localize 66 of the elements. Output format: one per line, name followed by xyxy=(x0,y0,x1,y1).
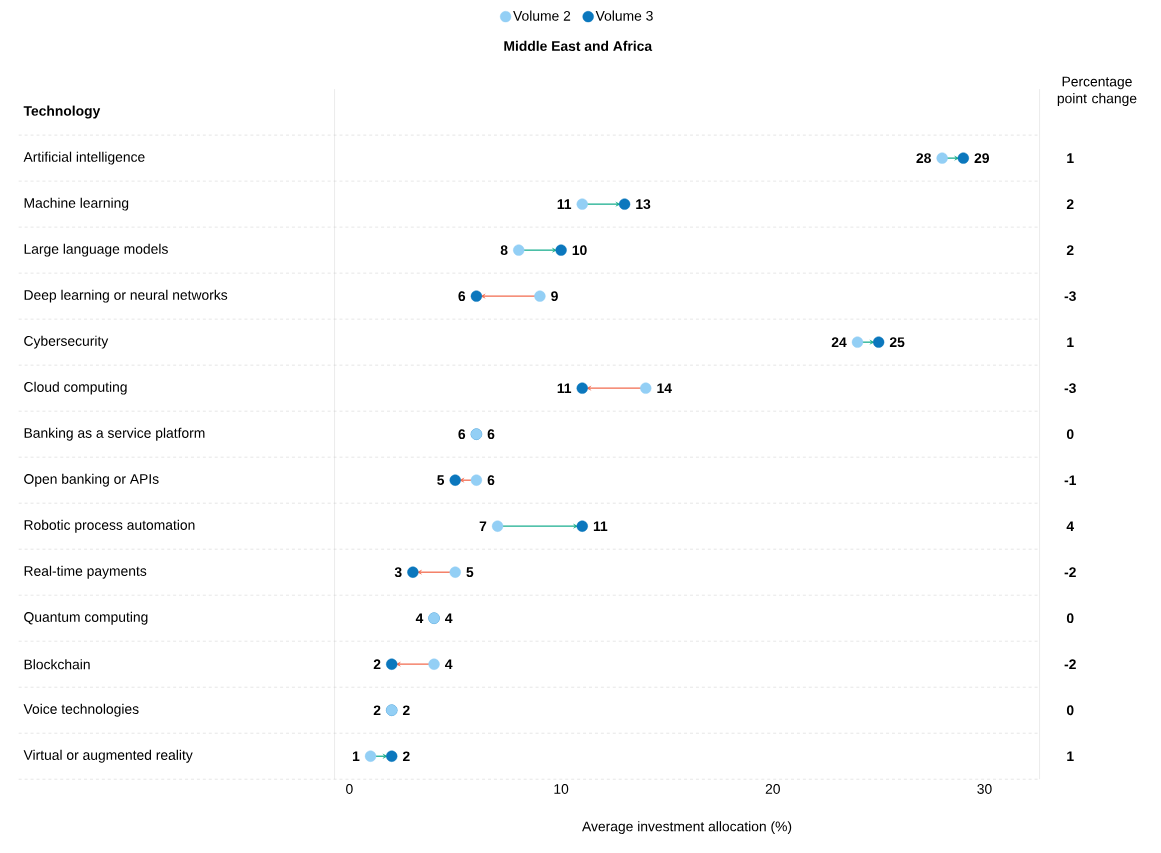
data-label: 1 xyxy=(352,751,360,762)
data-label: 4 xyxy=(445,659,453,670)
data-label: 11 xyxy=(593,521,608,532)
legend-label: Volume 3 xyxy=(595,10,653,22)
text: -2 xyxy=(1064,659,1076,670)
data-label: 13 xyxy=(636,199,651,210)
y-tick-label: Artificial intelligence xyxy=(23,151,145,165)
data-label: 6 xyxy=(458,291,466,302)
text: -3 xyxy=(1064,291,1076,302)
x-tick-label: 30 xyxy=(977,784,992,795)
text: -2 xyxy=(1064,567,1076,578)
legend-label: Volume 2 xyxy=(513,10,571,22)
data-label: 5 xyxy=(466,567,474,578)
text: 1 xyxy=(1067,337,1074,348)
data-label: 5 xyxy=(437,475,445,486)
text: 0 xyxy=(1066,429,1074,440)
data-label: 2 xyxy=(373,705,381,716)
y-tick-label: Quantum computing xyxy=(24,612,148,625)
y-tick-label: Real-time payments xyxy=(24,565,147,579)
text: 1 xyxy=(1067,751,1074,762)
text: 2 xyxy=(1066,199,1074,210)
data-label: 2 xyxy=(402,705,410,716)
text: 0 xyxy=(1066,613,1074,624)
data-label: 6 xyxy=(458,429,466,440)
y-tick-label: Virtual or augmented reality xyxy=(23,750,193,763)
x-tick-label: 0 xyxy=(346,784,353,795)
y-tick-label: Cloud computing xyxy=(24,381,127,395)
data-label: 11 xyxy=(557,199,572,210)
y-tick-label: Blockchain xyxy=(24,659,90,670)
text: -1 xyxy=(1064,475,1077,486)
data-label: 6 xyxy=(487,429,495,440)
data-label: 24 xyxy=(831,337,847,348)
x-axis-title: Average investment allocation (%) xyxy=(582,821,792,835)
data-label: 4 xyxy=(415,613,424,624)
y-axis-title: Technology xyxy=(23,105,101,119)
data-label: 6 xyxy=(487,475,495,486)
data-label: 7 xyxy=(479,521,487,532)
text: -3 xyxy=(1064,383,1076,394)
data-label: 28 xyxy=(916,153,931,164)
x-tick-label: 10 xyxy=(554,784,569,795)
text: 2 xyxy=(1066,245,1074,256)
data-label: 4 xyxy=(445,613,453,624)
y-tick-label: Deep learning or neural networks xyxy=(24,289,228,303)
x-tick-label: 20 xyxy=(765,784,780,795)
data-label: 2 xyxy=(402,751,410,762)
y-tick-label: Large language models xyxy=(24,243,168,257)
y-tick-label: Machine learning xyxy=(24,197,129,211)
data-label: 25 xyxy=(889,337,905,348)
data-label: 10 xyxy=(572,245,587,256)
y-tick-label: Open banking or APIs xyxy=(24,473,159,487)
data-label: 29 xyxy=(974,153,989,164)
text: 1 xyxy=(1067,153,1074,164)
data-label: 14 xyxy=(657,383,672,394)
data-label: 9 xyxy=(551,291,558,302)
chart-title: Middle East and Africa xyxy=(504,41,653,52)
data-label: 11 xyxy=(557,383,572,394)
data-label: 3 xyxy=(394,567,402,578)
y-tick-label: Cybersecurity xyxy=(24,335,109,349)
y-tick-label: Robotic process automation xyxy=(24,519,195,533)
data-label: 2 xyxy=(373,659,381,670)
y-tick-label: Banking as a service platform xyxy=(24,427,205,441)
y-tick-label: Voice technologies xyxy=(23,704,139,717)
text: 4 xyxy=(1066,521,1075,532)
text: Percentage point change xyxy=(1057,77,1137,107)
data-label: 8 xyxy=(500,245,508,256)
text: 0 xyxy=(1066,705,1074,716)
